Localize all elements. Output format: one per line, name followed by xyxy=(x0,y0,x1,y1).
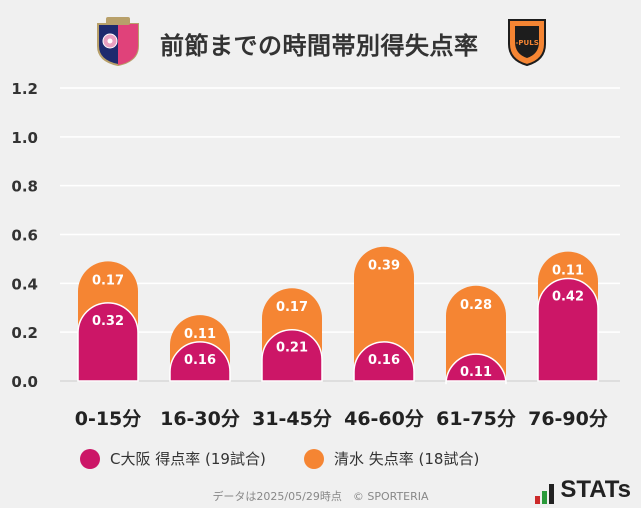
stacked-bar-chart: 0.0 0.2 0.4 0.6 0.8 1.0 1.2 0.32 0.17 0-15分 0.16 0.… xyxy=(11,80,620,430)
x-tick-label: 76-90分 xyxy=(528,408,608,430)
legend-item-cerezo: C大阪 得点率 (19試合) xyxy=(80,448,266,469)
y-tick-label: 0.2 xyxy=(11,324,38,342)
bar-cerezo-scored xyxy=(445,353,507,385)
bar-cerezo-scored xyxy=(261,329,323,382)
x-tick-label: 0-15分 xyxy=(75,408,142,430)
stats-bars-icon xyxy=(535,484,556,504)
y-tick-label: 0.0 xyxy=(11,373,38,391)
s-pulse-logo-text: S-PULSE xyxy=(510,39,543,47)
y-tick-label: 0.4 xyxy=(11,275,38,293)
data-label-shimizu: 0.28 xyxy=(460,298,492,313)
data-label-shimizu: 0.39 xyxy=(368,259,400,274)
data-label-cerezo: 0.32 xyxy=(92,314,124,329)
y-tick-label: 1.2 xyxy=(11,80,38,98)
data-label-shimizu: 0.17 xyxy=(276,300,308,315)
footer-note: データは2025/05/29時点 © SPORTERIA xyxy=(212,490,429,503)
x-tick-label: 61-75分 xyxy=(436,408,516,430)
data-label-cerezo: 0.16 xyxy=(368,353,400,368)
legend-label-shimizu: 清水 失点率 (18試合) xyxy=(334,450,480,468)
x-tick-label: 31-45分 xyxy=(252,408,332,430)
stats-brand-text: STATs xyxy=(560,476,631,503)
data-label-cerezo: 0.21 xyxy=(276,341,308,356)
bar-shimizu-conceded xyxy=(446,285,506,381)
y-tick-label: 0.6 xyxy=(11,227,38,245)
legend-label-cerezo: C大阪 得点率 (19試合) xyxy=(110,450,266,468)
stats-logo: STATs xyxy=(535,476,631,504)
legend-swatch-shimizu xyxy=(304,448,324,469)
data-label-shimizu: 0.11 xyxy=(184,327,216,342)
legend-item-shimizu: 清水 失点率 (18試合) xyxy=(304,448,479,469)
data-label-cerezo: 0.16 xyxy=(184,353,216,368)
bar-cerezo-scored xyxy=(77,302,139,382)
shimizu-s-pulse-logo-icon: S-PULSE xyxy=(508,19,546,66)
x-tick-label: 46-60分 xyxy=(344,408,424,430)
cerezo-osaka-logo-icon xyxy=(97,17,139,66)
data-label-shimizu: 0.17 xyxy=(92,273,124,288)
bar-cerezo-scored xyxy=(169,341,231,382)
data-label-cerezo: 0.11 xyxy=(460,365,492,380)
data-label-cerezo: 0.42 xyxy=(552,289,584,304)
x-tick-label: 16-30分 xyxy=(160,408,240,430)
legend-swatch-cerezo xyxy=(80,448,100,469)
page-title: 前節までの時間帯別得失点率 xyxy=(160,32,479,60)
data-label-shimizu: 0.11 xyxy=(552,264,584,279)
bar-cerezo-scored xyxy=(537,277,599,382)
y-tick-label: 0.8 xyxy=(11,178,38,196)
y-tick-label: 1.0 xyxy=(11,129,38,147)
bar-cerezo-scored xyxy=(353,341,415,382)
